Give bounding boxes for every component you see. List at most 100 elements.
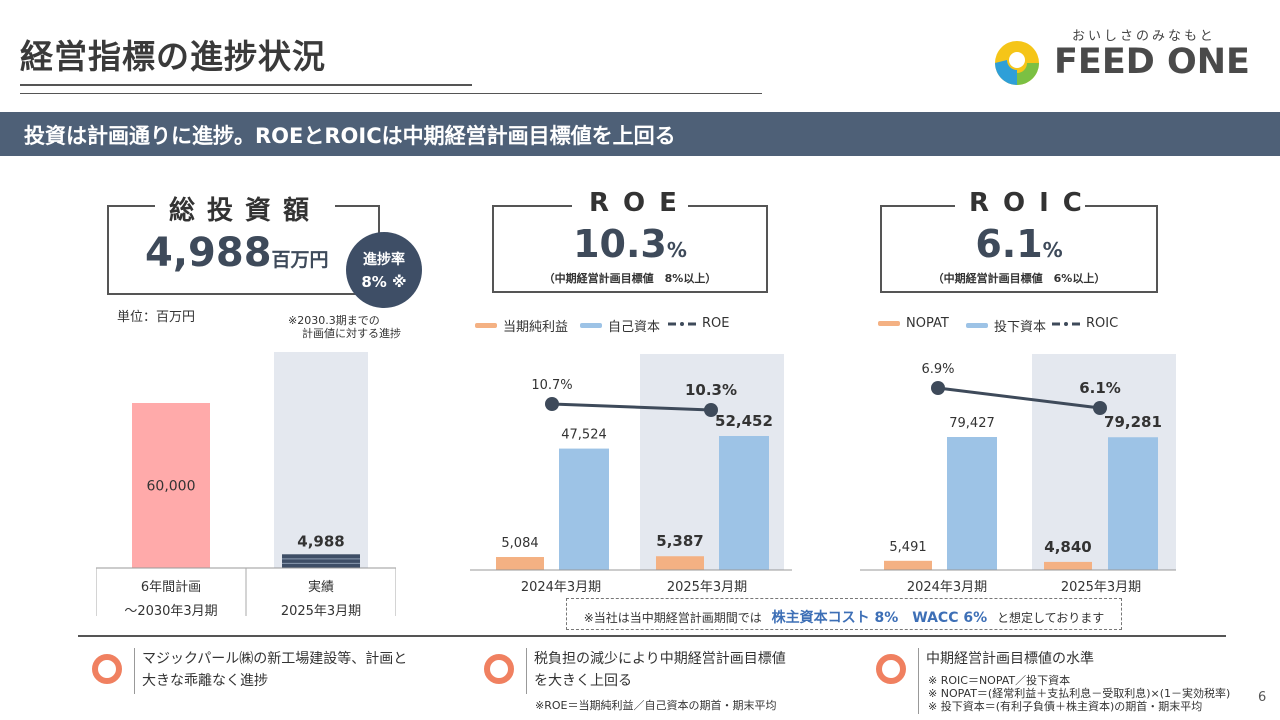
roic-value-group: 6.1% [880,222,1158,266]
investment-box-top-right [330,205,380,207]
bar-label-当期純利益: 5,387 [656,532,703,550]
legend-label: ROIC [1086,316,1119,331]
investment-bar-actual [282,554,360,568]
headline-banner [0,112,1280,156]
legend-label: 自己資本 [608,320,661,335]
legend-label: ROE [702,316,730,331]
title-underline [20,84,472,86]
roe-value: 10.3 [573,222,667,266]
footer-item-roe: 税負担の減少により中期経営計画目標値 を大きく上回る [534,648,786,692]
bar-label-NOPAT: 4,840 [1044,538,1091,556]
bar-投下資本 [1108,437,1158,570]
point-label-ROIC: 6.1% [1079,379,1121,397]
investment-value-group: 4,988百万円 [145,230,329,276]
investment-col1-line2: ～2030年3月期 [124,604,218,619]
footer-item-roic-title: 中期経営計画目標値の水準 [926,651,1094,667]
footer-item-investment: マジックパール㈱の新工場建設等、計画と 大きな乖離なく進捗 [142,648,407,692]
roic-x-label-2024: 2024年3月期 [906,580,988,595]
point-label-ROE: 10.7% [531,378,572,393]
progress-note: ※2030.3期までの 計画値に対する進捗 [288,314,401,340]
investment-box-top-left [107,205,157,207]
bar-label-投下資本: 79,427 [949,416,995,431]
legend-swatch-blue [966,323,988,328]
badge-label: 進捗率 [363,252,405,268]
footer-item2-line2: を大きく上回る [534,673,632,689]
progress-note-line2: 計画値に対する進捗 [302,327,401,340]
legend-swatch-orange [878,321,900,326]
legend-label: 投下資本 [994,320,1047,335]
ring-bullet-icon [92,654,122,684]
roic-value: 6.1 [975,222,1043,266]
progress-badge: 進捗率 8% ※ [346,232,422,308]
roe-legend-equity: 自己資本 [580,316,660,335]
footer-item1-line2: 大きな乖離なく進捗 [142,673,268,689]
bar-投下資本 [947,437,997,570]
footer-separator [134,648,135,694]
page-number: 6 [1258,690,1267,705]
investment-bar-actual-label: 4,988 [297,532,344,550]
legend-dashdot-icon [1052,321,1080,326]
investment-col2-line2: 2025年3月期 [280,604,362,619]
roe-legend-net-income: 当期純利益 [475,316,568,335]
legend-label: 当期純利益 [503,320,569,335]
roe-box-title: ROE [575,188,687,218]
point-ROIC [931,381,945,395]
footer-separator [526,648,527,694]
legend-dashdot-icon [668,321,696,326]
bar-当期純利益 [656,556,704,570]
logo-tagline: おいしさのみなもと [1072,29,1216,44]
legend-swatch-blue [580,323,602,328]
roe-target-note: （中期経営計画目標値 8%以上） [543,272,717,285]
investment-bar-plan-label: 60,000 [147,479,196,495]
unit-label: 単位：百万円 [117,310,196,325]
assumption-suffix: と想定しております [996,611,1105,625]
roe-x-label-2024: 2024年3月期 [520,580,602,595]
bar-NOPAT [1044,561,1092,570]
roe-x-label-2025: 2025年3月期 [666,580,748,595]
title-underline-thin [20,93,762,94]
invested-capital-definition-note: ※ 投下資本＝(有利子負債＋株主資本)の期首・期末平均 [928,700,1203,713]
roe-unit: % [666,238,687,262]
roic-box-title: ROIC [955,188,1085,218]
logo-text: FEED ONE [1054,42,1250,82]
point-label-ROE: 10.3% [685,381,737,399]
bar-label-自己資本: 52,452 [715,412,773,430]
roic-legend-invested: 投下資本 [966,316,1046,335]
feed-one-logo-icon [995,41,1039,85]
bar-label-投下資本: 79,281 [1104,413,1162,431]
roic-box [880,205,1158,293]
cost-of-capital-note: ※当社は当中期経営計画期間では 株主資本コスト 8% WACC 6% と想定して… [566,598,1122,630]
bar-label-NOPAT: 5,491 [889,540,926,555]
bar-label-当期純利益: 5,084 [501,536,538,551]
roic-box-top-left [880,205,955,207]
investment-col1-line1: 6年間計画 [140,580,202,595]
nopat-definition-note: ※ NOPAT＝(経常利益＋支払利息－受取利息)×(1－実効税率) [928,687,1231,700]
roic-x-label-2025: 2025年3月期 [1060,580,1142,595]
footer-item2-line1: 税負担の減少により中期経営計画目標値 [534,651,786,667]
roe-box-top-right [688,205,768,207]
bar-自己資本 [719,436,769,570]
footer-item-roic-notes: ※ ROIC＝NOPAT／投下資本 ※ NOPAT＝(経常利益＋支払利息－受取利… [928,674,1230,713]
roe-box-top-left [492,205,572,207]
point-ROE [545,397,559,411]
investment-unit: 百万円 [271,249,329,271]
investment-value: 4,988 [145,230,272,276]
investment-col2-line1: 実績 [307,580,334,595]
roe-value-group: 10.3% [492,222,768,266]
badge-value: 8% ※ [361,273,407,291]
roic-target-note: （中期経営計画目標値 6%以上） [932,272,1106,285]
point-ROE [704,403,718,417]
bar-当期純利益 [496,557,544,570]
line-ROE [551,402,712,412]
point-label-ROIC: 6.9% [921,362,954,377]
roic-unit: % [1042,238,1063,262]
point-ROIC [1093,401,1107,415]
assumption-highlight: 株主資本コスト 8% WACC 6% [771,610,988,626]
roe-box [492,205,768,293]
assumption-prefix: ※当社は当中期経営計画期間では [583,611,762,625]
footer-separator [918,648,919,714]
ring-bullet-icon [876,654,906,684]
line-ROIC [937,386,1101,410]
ring-bullet-icon [484,654,514,684]
investment-box-title: 総投資額 [155,190,335,227]
